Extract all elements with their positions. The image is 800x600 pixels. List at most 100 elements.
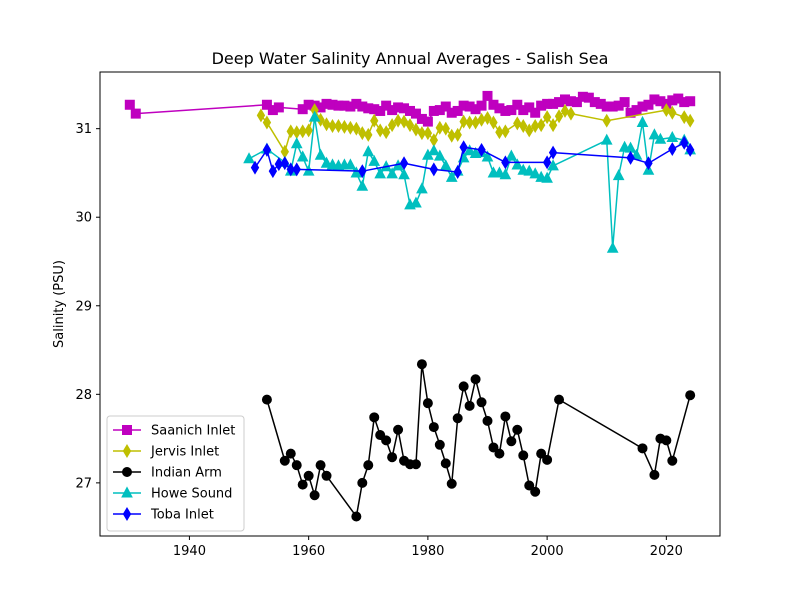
data-point-howe-sound (243, 152, 255, 164)
y-tick-label: 28 (75, 388, 92, 403)
data-point-jervis-inlet (513, 116, 522, 131)
legend-label-toba-inlet: Toba Inlet (150, 508, 214, 523)
legend-marker-toba-inlet (122, 507, 132, 521)
data-point-howe-sound (320, 156, 333, 168)
data-point-indian-arm (476, 397, 487, 408)
data-point-jervis-inlet (560, 103, 570, 118)
series-saanich-inlet (124, 90, 696, 127)
y-tick-label: 29 (75, 299, 92, 314)
data-point-jervis-inlet (686, 113, 695, 128)
data-point-toba-inlet (644, 156, 653, 171)
data-point-saanich-inlet (375, 105, 386, 116)
y-tick-label: 27 (75, 476, 92, 491)
data-point-howe-sound (606, 241, 619, 253)
data-point-saanich-inlet (512, 99, 523, 110)
data-point-jervis-inlet (680, 110, 689, 125)
data-point-indian-arm (554, 394, 565, 405)
chart-title: Deep Water Salinity Annual Averages - Sa… (212, 49, 609, 68)
data-point-saanich-inlet (410, 108, 421, 119)
data-point-toba-inlet (501, 155, 510, 170)
data-point-howe-sound (439, 159, 452, 171)
data-point-jervis-inlet (405, 118, 415, 133)
data-point-jervis-inlet (531, 119, 540, 133)
data-point-indian-arm (667, 455, 678, 466)
series-indian-arm (261, 359, 696, 522)
data-point-saanich-inlet (506, 105, 517, 116)
data-point-jervis-inlet (483, 111, 492, 126)
data-point-toba-inlet (280, 156, 289, 171)
data-point-jervis-inlet (334, 119, 343, 133)
data-point-indian-arm (434, 439, 445, 450)
data-point-jervis-inlet (387, 118, 397, 133)
data-point-howe-sound (308, 110, 321, 122)
data-point-jervis-inlet (435, 120, 444, 135)
data-point-saanich-inlet (643, 99, 654, 110)
data-point-indian-arm (387, 452, 398, 463)
y-axis-label: Salinity (PSU) (52, 260, 67, 348)
data-point-indian-arm (297, 479, 308, 490)
data-point-indian-arm (309, 490, 320, 501)
data-point-jervis-inlet (340, 119, 349, 134)
data-point-indian-arm (393, 424, 404, 435)
data-point-jervis-inlet (304, 123, 313, 138)
data-point-jervis-inlet (381, 125, 391, 140)
data-point-indian-arm (363, 460, 374, 471)
x-tick-label: 1940 (173, 544, 206, 559)
data-point-indian-arm (428, 422, 439, 433)
data-point-saanich-inlet (124, 99, 135, 110)
legend-marker-jervis-inlet (122, 444, 132, 458)
data-point-indian-arm (494, 448, 505, 459)
legend-label-saanich-inlet: Saanich Inlet (151, 424, 235, 439)
data-point-howe-sound (547, 159, 559, 171)
data-point-indian-arm (500, 411, 511, 422)
data-point-toba-inlet (274, 157, 284, 172)
data-point-indian-arm (536, 448, 547, 459)
data-point-jervis-inlet (423, 126, 433, 141)
data-point-indian-arm (303, 470, 314, 481)
x-tick-label: 2000 (531, 544, 564, 559)
legend-item-jervis-inlet: Jervis Inlet (113, 444, 219, 460)
data-point-howe-sound (493, 166, 506, 178)
data-point-jervis-inlet (346, 120, 355, 135)
legend-label-jervis-inlet: Jervis Inlet (150, 445, 219, 460)
data-point-indian-arm (512, 424, 523, 435)
data-point-jervis-inlet (370, 113, 379, 128)
data-point-saanich-inlet (452, 105, 463, 116)
data-point-indian-arm (685, 390, 696, 401)
data-point-jervis-inlet (459, 114, 468, 129)
data-point-howe-sound (410, 196, 422, 208)
data-point-howe-sound (541, 171, 553, 183)
data-point-howe-sound (398, 168, 410, 180)
data-point-howe-sound (600, 133, 613, 145)
data-point-howe-sound (428, 144, 440, 156)
data-point-howe-sound (505, 149, 518, 161)
data-point-indian-arm (285, 448, 296, 459)
data-point-indian-arm (506, 436, 517, 447)
data-point-indian-arm (351, 511, 362, 522)
plot-frame (99, 71, 721, 537)
legend-item-howe-sound: Howe Sound (113, 486, 232, 502)
data-point-jervis-inlet (447, 128, 456, 143)
legend-marker-saanich-inlet (122, 425, 132, 435)
data-point-jervis-inlet (662, 103, 671, 118)
data-point-jervis-inlet (525, 123, 534, 138)
data-point-howe-sound (386, 167, 398, 179)
legend-label-howe-sound: Howe Sound (151, 487, 232, 502)
data-point-saanich-inlet (524, 102, 535, 113)
data-point-howe-sound (362, 145, 375, 157)
data-point-indian-arm (661, 435, 672, 446)
x-tick-label: 1980 (411, 544, 444, 559)
data-point-saanich-inlet (685, 96, 696, 107)
data-point-jervis-inlet (501, 124, 510, 139)
data-point-howe-sound (314, 148, 327, 160)
data-point-indian-arm (452, 413, 463, 424)
data-point-toba-inlet (399, 156, 409, 171)
data-point-indian-arm (321, 470, 332, 481)
data-point-indian-arm (482, 415, 493, 426)
data-point-howe-sound (666, 130, 679, 143)
data-point-jervis-inlet (364, 127, 373, 142)
data-point-howe-sound (481, 150, 494, 162)
data-point-toba-inlet (459, 140, 468, 155)
data-point-indian-arm (518, 450, 529, 461)
data-point-jervis-inlet (417, 126, 427, 141)
